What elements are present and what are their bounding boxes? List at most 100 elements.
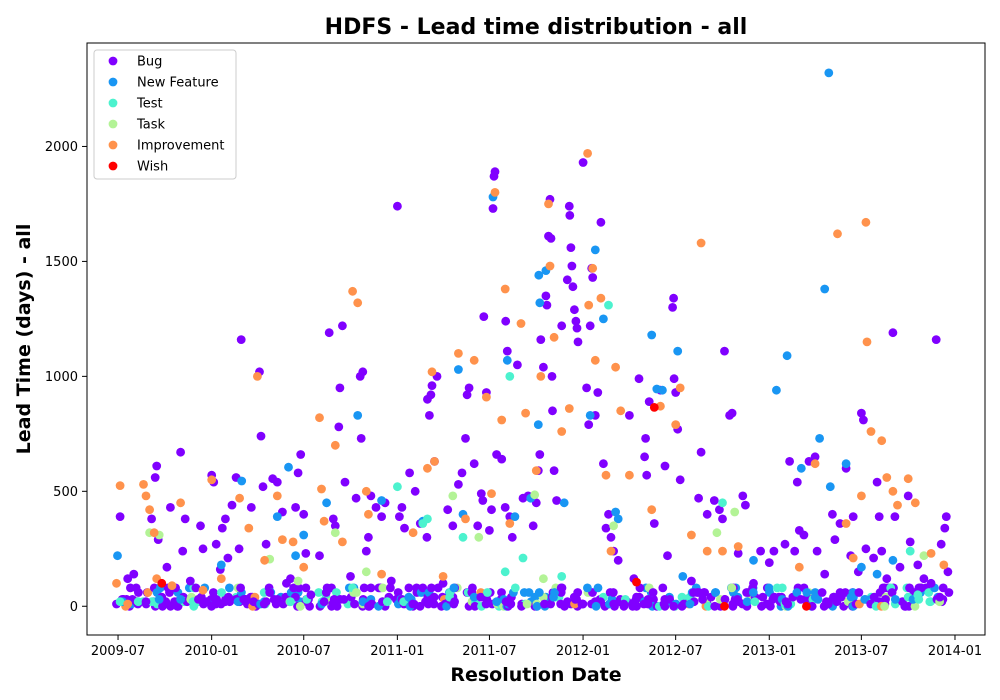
scatter-point: [564, 404, 574, 413]
scatter-point: [330, 521, 340, 531]
scatter-point: [764, 558, 774, 567]
scatter-point: [443, 505, 453, 515]
scatter-point: [470, 601, 480, 611]
scatter-point: [769, 592, 779, 602]
scatter-point: [702, 546, 712, 556]
scatter-point: [377, 496, 386, 505]
scatter-point: [260, 555, 269, 565]
scatter-point: [715, 505, 724, 515]
scatter-point: [777, 583, 787, 593]
scatter-point: [935, 592, 945, 602]
scatter-point: [577, 599, 587, 609]
scatter-point: [448, 491, 458, 501]
scatter-point: [236, 583, 246, 593]
scatter-point: [272, 477, 282, 487]
legend-box: [93, 49, 237, 180]
scatter-point: [330, 528, 340, 538]
scatter-point: [619, 599, 629, 609]
scatter-point: [677, 592, 687, 602]
scatter-point: [687, 530, 696, 540]
scatter-point: [425, 411, 434, 420]
scatter-point: [534, 588, 544, 597]
scatter-point: [895, 562, 905, 572]
scatter-point: [648, 588, 658, 597]
scatter-point: [284, 462, 293, 472]
scatter-point: [573, 337, 583, 347]
scatter-point: [129, 569, 139, 579]
scatter-point: [405, 468, 414, 478]
scatter-point: [395, 512, 404, 521]
scatter-point: [476, 592, 486, 602]
scatter-point: [272, 491, 282, 501]
scatter-point: [888, 328, 898, 338]
scatter-point: [371, 503, 381, 512]
scatter-point: [828, 509, 837, 519]
scatter-point: [854, 588, 864, 597]
scatter-point: [919, 551, 929, 561]
scatter-point: [727, 583, 737, 593]
scatter-point: [738, 491, 748, 501]
scatter-point: [703, 601, 713, 611]
scatter-point: [599, 459, 608, 469]
scatter-point: [500, 503, 510, 512]
scatter-point: [427, 367, 437, 377]
scatter-point: [568, 282, 578, 292]
scatter-point: [673, 346, 683, 356]
scatter-point: [941, 512, 951, 521]
scatter-point: [490, 167, 500, 177]
scatter-point: [861, 544, 871, 554]
scatter-point: [295, 601, 305, 611]
scatter-point: [658, 385, 667, 395]
scatter-point: [469, 355, 479, 365]
scatter-point: [340, 477, 350, 487]
scatter-point: [861, 217, 871, 227]
scatter-point: [588, 273, 598, 282]
scatter-point: [903, 491, 913, 501]
scatter-point: [783, 599, 792, 609]
scatter-point: [866, 427, 876, 436]
scatter-point: [149, 528, 159, 538]
scatter-point: [749, 555, 758, 565]
scatter-point: [502, 346, 512, 356]
scatter-point: [888, 555, 898, 565]
scatter-point: [377, 569, 386, 579]
scatter-point: [293, 468, 303, 478]
scatter-point: [239, 595, 249, 604]
scatter-point: [332, 588, 341, 597]
points-layer: [112, 68, 954, 611]
scatter-point: [596, 293, 606, 303]
scatter-point: [521, 408, 530, 418]
scatter-point: [640, 452, 649, 462]
legend-label: Test: [136, 97, 163, 112]
scatter-point: [497, 454, 507, 464]
scatter-point: [796, 463, 806, 473]
scatter-point: [669, 601, 679, 611]
scatter-point: [728, 601, 738, 611]
scatter-point: [361, 546, 371, 556]
scatter-point: [888, 486, 898, 496]
scatter-point: [590, 245, 600, 255]
scatter-point: [833, 229, 842, 239]
scatter-point: [272, 512, 282, 521]
scatter-point: [442, 601, 451, 611]
scatter-point: [727, 408, 737, 418]
scatter-point: [549, 466, 559, 475]
scatter-point: [492, 597, 501, 607]
scatter-point: [584, 300, 594, 310]
scatter-point: [649, 519, 659, 528]
scatter-point: [191, 583, 201, 593]
scatter-point: [256, 431, 266, 441]
scatter-point: [479, 312, 489, 321]
scatter-point: [782, 351, 792, 361]
scatter-point: [570, 305, 579, 315]
scatter-point: [361, 567, 371, 577]
legend-marker: [108, 77, 118, 87]
legend-label: Task: [136, 118, 166, 133]
scatter-point: [841, 519, 851, 528]
scatter-point: [836, 592, 846, 602]
scatter-point: [291, 503, 300, 512]
scatter-point: [367, 599, 377, 609]
scatter-point: [535, 450, 545, 459]
x-tick-label: 2013-07: [834, 644, 888, 659]
scatter-point: [500, 284, 510, 294]
